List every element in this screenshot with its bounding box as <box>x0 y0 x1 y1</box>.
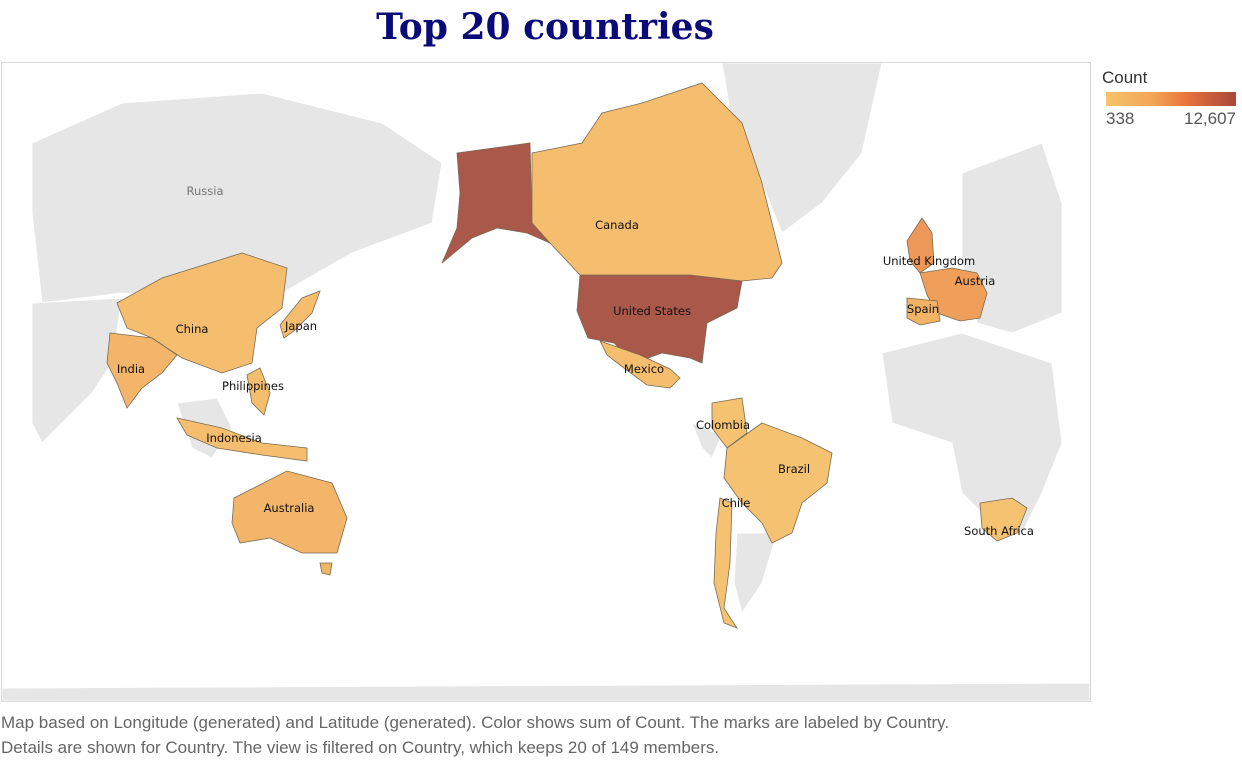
country-label: Mexico <box>624 362 664 376</box>
country-shape-mexico <box>599 340 681 389</box>
caption-line-1: Map based on Longitude (generated) and L… <box>1 713 950 732</box>
country-shape-united-states <box>576 274 743 364</box>
map-caption: Map based on Longitude (generated) and L… <box>1 710 1201 760</box>
country-label: Chile <box>722 496 751 510</box>
country-shapes[interactable] <box>106 82 1028 629</box>
map-view[interactable]: Russia United States Canada Mexico Unite… <box>1 62 1091 702</box>
country-shape-india <box>106 332 178 409</box>
country-label: United States <box>613 304 691 318</box>
country-shape-spain <box>906 297 941 326</box>
country-shape-alaska <box>441 142 551 264</box>
caption-line-2: Details are shown for Country. The view … <box>1 738 720 757</box>
country-label: Indonesia <box>206 431 262 445</box>
country-label: Philippines <box>222 379 284 393</box>
country-shape-japan <box>279 290 321 339</box>
country-shape-brazil <box>723 422 833 544</box>
country-label: Colombia <box>696 418 750 432</box>
country-label: Japan <box>284 319 317 333</box>
legend-color-ramp <box>1106 92 1236 106</box>
legend-max-label: 12,607 <box>1184 109 1236 128</box>
country-label: Australia <box>264 501 315 515</box>
country-label: United Kingdom <box>883 254 975 268</box>
country-label: Spain <box>907 302 939 316</box>
country-shape-chile <box>713 497 739 629</box>
country-shape-indonesia <box>176 417 308 462</box>
country-label: South Africa <box>964 524 1034 538</box>
country-label: Brazil <box>778 462 810 476</box>
country-labels: United States Canada Mexico United Kingd… <box>117 218 1034 538</box>
map-canvas[interactable]: Russia United States Canada Mexico Unite… <box>2 63 1090 701</box>
country-label: China <box>176 322 209 336</box>
country-shape-philippines <box>246 367 271 416</box>
country-label: Canada <box>595 218 639 232</box>
map-label-russia: Russia <box>187 184 224 198</box>
color-legend: Count 338 12,607 <box>1102 68 1240 131</box>
country-label: India <box>117 362 145 376</box>
country-label: Austria <box>955 274 996 288</box>
country-shape-canada <box>531 82 783 282</box>
legend-title: Count <box>1102 68 1148 87</box>
legend-min-label: 338 <box>1106 109 1135 128</box>
page-title: Top 20 countries <box>376 6 714 48</box>
country-shape-south-africa <box>979 497 1028 542</box>
country-shape-united-kingdom <box>906 217 935 274</box>
country-shape-australia <box>231 470 348 554</box>
country-shape-tasmania <box>319 562 333 576</box>
